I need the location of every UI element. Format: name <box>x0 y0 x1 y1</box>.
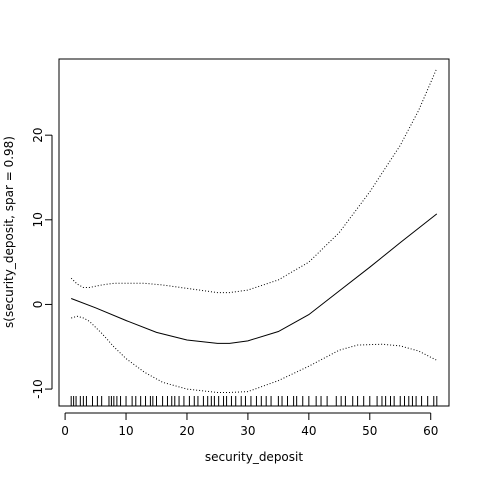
x-tick-label: 20 <box>179 424 194 438</box>
y-tick-label: 20 <box>31 128 45 143</box>
y-axis-label: s(security_deposit, spar = 0.98) <box>2 136 16 328</box>
y-tick-label: 10 <box>31 212 45 227</box>
rug-marks <box>70 396 438 406</box>
x-tick-label: 10 <box>118 424 133 438</box>
series-lines <box>70 68 438 393</box>
series-line-fit <box>71 213 438 344</box>
x-tick-label: 40 <box>301 424 316 438</box>
x-axis-label: security_deposit <box>205 450 303 464</box>
x-axis: 0 10 20 30 40 50 60 <box>61 412 438 438</box>
plot-frame <box>58 58 450 407</box>
y-axis: -10 0 10 20 <box>31 128 53 399</box>
x-tick-label: 50 <box>362 424 377 438</box>
y-tick-label: -10 <box>31 379 45 399</box>
x-tick-label: 0 <box>61 424 69 438</box>
series-line-upper-band <box>70 68 438 294</box>
x-tick-label: 30 <box>240 424 255 438</box>
y-tick-label: 0 <box>31 301 45 309</box>
x-tick-label: 60 <box>423 424 438 438</box>
series-line-lower-band <box>71 315 438 393</box>
